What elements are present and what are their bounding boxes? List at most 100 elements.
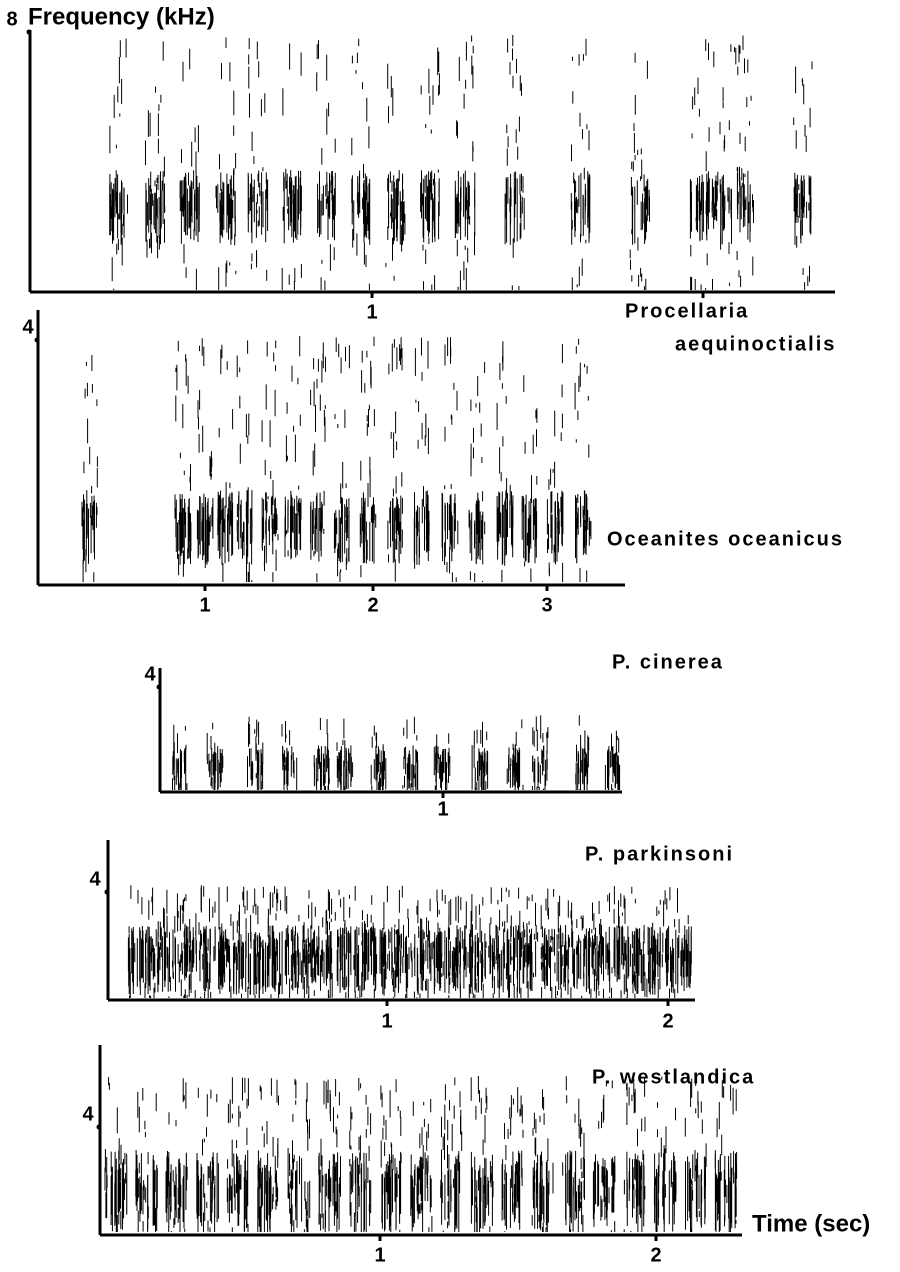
call-burst <box>314 718 329 790</box>
call-burst <box>180 49 199 290</box>
call-burst <box>173 725 187 790</box>
call-burst <box>166 1078 187 1232</box>
call-burst <box>532 1089 553 1232</box>
x-tick-label: 1 <box>374 1244 385 1266</box>
call-burst <box>216 37 236 290</box>
call-burst <box>472 722 488 790</box>
y-tick-label: 4 <box>82 1103 94 1125</box>
species-label: aequinoctialis <box>675 333 836 355</box>
call-burst <box>442 337 458 582</box>
y-tick-label: 4 <box>89 868 101 890</box>
call-burst <box>421 48 440 291</box>
call-burst <box>455 36 475 291</box>
call-burst <box>411 1099 432 1232</box>
call-burst <box>571 39 590 290</box>
x-tick-label: 2 <box>662 1010 673 1032</box>
call-burst <box>497 341 513 582</box>
call-burst <box>262 341 278 583</box>
call-burst <box>352 39 370 290</box>
call-burst <box>236 887 260 998</box>
call-burst <box>471 1076 493 1232</box>
y-tick-mark <box>27 30 32 35</box>
call-burst <box>794 61 812 290</box>
call-burst <box>542 889 565 999</box>
call-burst <box>624 1077 645 1232</box>
call-burst <box>317 40 336 290</box>
call-burst <box>593 1081 615 1233</box>
call-burst <box>576 715 589 790</box>
y-tick-mark <box>157 685 162 690</box>
call-burst <box>363 895 385 998</box>
call-burst <box>82 355 97 582</box>
x-tick-label: 1 <box>199 594 210 616</box>
call-burst <box>715 1080 736 1232</box>
call-burst <box>218 345 233 582</box>
call-burst <box>388 337 403 581</box>
call-burst <box>136 1088 158 1232</box>
y-tick-mark <box>35 338 40 343</box>
call-burst <box>434 733 450 790</box>
call-burst <box>311 343 326 583</box>
figure-title: Frequency (kHz) <box>28 3 215 30</box>
call-burst <box>596 886 619 998</box>
call-burst <box>360 337 375 578</box>
call-burst <box>414 338 429 569</box>
call-burst <box>248 717 263 790</box>
call-burst <box>105 1077 127 1232</box>
call-burst <box>630 53 649 290</box>
call-burst <box>563 1076 585 1232</box>
figure: Frequency (kHz) Time (sec) 8 1 Procellaria… <box>0 0 900 1272</box>
species-label: Oceanites oceanicus <box>607 528 844 550</box>
call-burst <box>381 1079 401 1232</box>
y-tick-label: 8 <box>6 8 17 30</box>
call-burst <box>227 1077 248 1232</box>
call-burst <box>350 1078 371 1232</box>
call-burst <box>575 339 591 582</box>
call-burst <box>668 888 691 998</box>
call-burst <box>282 721 297 790</box>
call-burst <box>735 36 754 288</box>
y-tick-mark <box>97 1125 102 1130</box>
call-burst <box>502 1087 523 1232</box>
spectrogram-panel: 4 1 2 P. westlandica <box>82 1045 755 1266</box>
call-burst <box>146 41 165 258</box>
call-burst <box>248 38 267 281</box>
x-tick-label: 2 <box>650 1244 661 1266</box>
call-burst <box>469 362 485 582</box>
call-burst <box>505 35 524 290</box>
call-burst <box>685 1079 706 1233</box>
call-burst <box>532 715 548 790</box>
x-tick-label: 1 <box>437 798 448 820</box>
call-burst <box>282 44 301 291</box>
species-label: Procellaria <box>625 300 749 322</box>
call-burst <box>110 39 128 290</box>
y-tick-label: 4 <box>144 663 156 685</box>
x-tick-label: 2 <box>367 594 378 616</box>
call-burst <box>337 719 353 791</box>
call-burst <box>285 336 301 559</box>
spectrogram-panel: 4 1 2 3 Oceanites oceanicus <box>22 310 844 616</box>
call-burst <box>403 717 418 790</box>
x-tick-label: 3 <box>541 594 552 616</box>
call-burst <box>605 731 619 790</box>
call-burst <box>507 719 523 790</box>
call-burst <box>654 1077 676 1233</box>
spectrogram-panel: 41P. cinerea <box>144 651 724 820</box>
call-burst <box>207 723 223 790</box>
call-burst <box>386 64 405 281</box>
call-burst <box>547 344 563 582</box>
y-tick-mark <box>105 890 110 895</box>
species-label: P. parkinsoni <box>585 843 734 865</box>
call-burst <box>175 341 191 577</box>
call-burst <box>712 44 731 290</box>
time-axis-label: Time (sec) <box>752 1210 870 1237</box>
call-burst <box>197 338 213 568</box>
call-burst <box>470 894 493 998</box>
call-burst <box>319 1079 341 1232</box>
call-burst <box>441 1078 462 1233</box>
y-tick-label: 4 <box>22 316 34 338</box>
call-burst <box>522 375 537 582</box>
species-label: P. westlandica <box>592 1066 755 1088</box>
